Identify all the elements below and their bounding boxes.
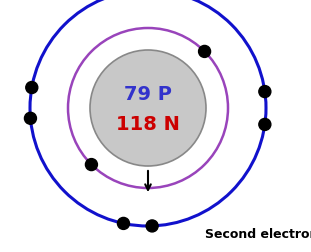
Circle shape (259, 118, 271, 131)
Circle shape (198, 45, 211, 57)
Circle shape (259, 86, 271, 98)
Circle shape (26, 81, 38, 93)
Circle shape (25, 112, 36, 124)
Text: 118 N: 118 N (116, 114, 180, 134)
Text: Second electron shell: Second electron shell (205, 229, 311, 241)
Circle shape (118, 217, 129, 229)
Circle shape (86, 159, 97, 171)
Circle shape (90, 50, 206, 166)
Text: 79 P: 79 P (124, 84, 172, 104)
Circle shape (146, 220, 158, 232)
